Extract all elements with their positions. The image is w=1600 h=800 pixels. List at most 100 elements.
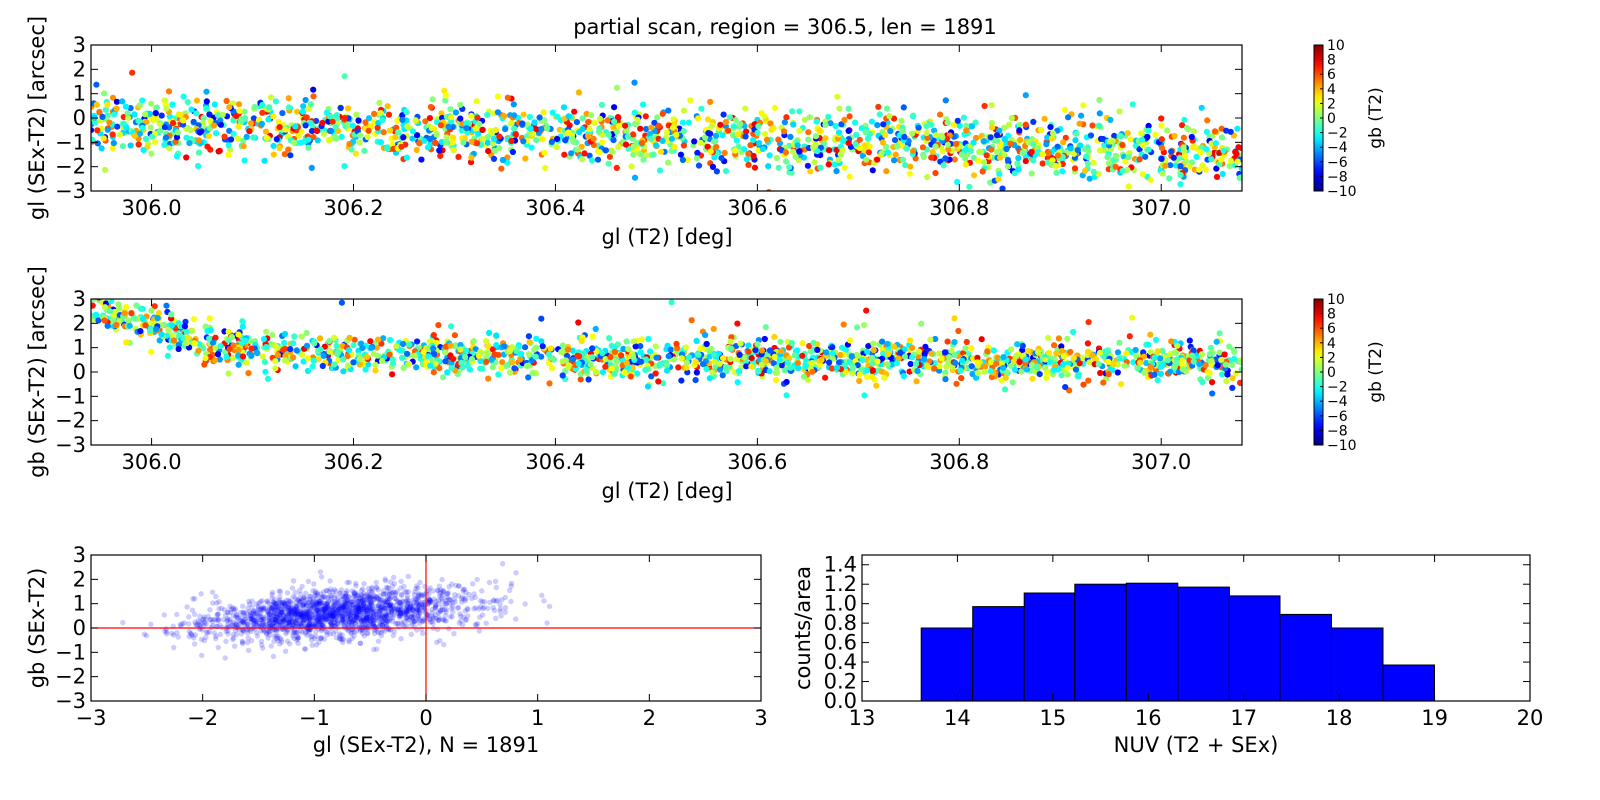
data-point [356,615,362,622]
data-point [305,144,312,151]
data-point [1086,175,1093,182]
data-point [880,121,887,128]
data-point [241,157,248,164]
data-point [340,602,347,609]
data-point [353,621,359,627]
data-point [261,616,267,623]
colorbar-tick-label: −10 [1327,438,1357,454]
data-point [391,612,397,618]
data-point [370,621,376,627]
data-point [301,611,307,618]
data-point [1054,152,1062,159]
data-point [1112,152,1119,159]
data-point [385,610,392,616]
data-point [332,623,338,629]
data-point [325,604,331,610]
data-point [379,608,385,614]
data-point [1001,386,1009,393]
data-point [300,103,307,110]
data-point [463,125,470,132]
data-point [1174,342,1181,349]
colorbar-tick-label: 10 [1327,38,1345,54]
data-point [217,622,223,628]
data-point [538,315,545,322]
data-point [1030,157,1037,164]
data-point [372,367,379,374]
data-point [742,105,749,112]
data-point [657,148,665,155]
data-point [398,610,404,616]
data-point [248,613,254,619]
data-point [347,615,353,621]
data-point [259,109,266,116]
data-point [385,599,391,605]
data-point [442,612,448,619]
data-point [408,614,415,620]
data-point [319,621,325,627]
data-point [341,606,348,612]
data-point [322,605,328,611]
data-point [340,639,346,646]
data-point [751,164,759,171]
data-point [919,144,927,151]
data-point [361,612,368,619]
data-point [536,114,543,121]
data-point [498,365,505,372]
data-point [353,592,360,599]
data-point [443,609,449,615]
data-point [845,105,852,112]
data-point [253,601,260,607]
data-point [348,601,355,608]
data-point [307,613,313,619]
data-point [729,131,737,138]
data-point [189,607,196,613]
data-point [502,126,509,133]
data-point [944,119,951,126]
data-point [1007,346,1015,353]
data-point [963,127,970,134]
data-point [131,132,138,139]
data-point [232,607,238,614]
data-point [301,610,307,616]
data-point [348,630,354,637]
data-point [1124,130,1131,137]
data-point [818,356,825,364]
data-point [406,360,413,367]
data-point [512,130,519,138]
data-point [509,359,516,366]
data-point [305,105,312,112]
y-tick-label: −3 [55,433,86,457]
data-point [240,137,247,144]
data-point [190,596,196,602]
data-point [195,149,203,156]
data-point [297,609,303,615]
data-point [618,352,625,359]
data-point [378,604,384,610]
data-point [499,597,505,603]
data-point [346,602,353,608]
data-point [886,113,893,120]
data-point [669,124,677,131]
data-point [758,347,766,354]
data-point [831,161,838,168]
data-point [337,590,344,596]
data-point [455,583,462,589]
data-point [276,144,283,152]
data-point [296,602,303,608]
data-point [293,629,300,635]
data-point [539,136,546,143]
data-point [358,598,365,604]
data-point [333,635,340,641]
data-point [510,112,518,119]
data-point [266,615,273,621]
data-point [782,366,789,373]
data-point [292,612,299,618]
data-point [399,598,406,604]
data-point [303,612,310,618]
data-point [270,151,277,158]
data-point [268,605,275,611]
data-point [881,374,888,381]
data-point [349,618,355,624]
data-point [400,610,406,616]
data-point [1130,359,1137,366]
